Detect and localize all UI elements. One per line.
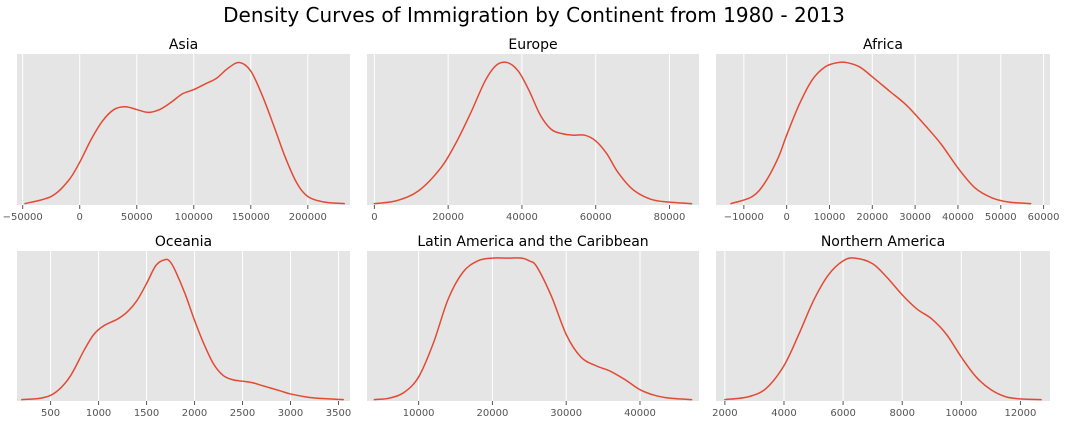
density-curve (24, 61, 346, 205)
x-tick-label: 0 (783, 212, 789, 223)
density-curve (373, 257, 693, 401)
x-tick-label: 80000 (654, 212, 686, 223)
subplot-title: Northern America (821, 234, 945, 250)
x-tick-label: 60000 (1028, 212, 1060, 223)
x-tick-label: 100000 (175, 212, 213, 223)
subplot-title: Asia (169, 37, 198, 53)
plot-area (17, 251, 350, 401)
subplot-title: Oceania (155, 234, 212, 250)
x-tick-label: 12000 (1005, 408, 1037, 419)
x-tick-label: 2000 (182, 408, 207, 419)
x-tick-label: 30000 (550, 408, 582, 419)
subplot-latin-america-and-the-caribbean: 10000 20000 30000 40000 Latin America and th… (367, 234, 699, 419)
x-tick-label: 30000 (899, 212, 931, 223)
subplot-asia: −50000 0 50000 100000 150000 200000 Asia (3, 37, 350, 223)
plot-area (367, 251, 699, 401)
subplot-oceania: 500 1000 1500 2000 2500 3000 3500 Oceania (17, 234, 351, 419)
x-tick-label: 200000 (289, 212, 327, 223)
subplot-africa: −10000 0 10000 20000 30000 40000 50000 60000 Afr… (716, 37, 1059, 223)
x-tick-label: 8000 (889, 408, 914, 419)
plot-area (716, 54, 1050, 205)
x-tick-label: 500 (41, 408, 60, 419)
x-tick-label: 40000 (942, 212, 974, 223)
plot-area (716, 251, 1050, 401)
x-tick-label: 6000 (830, 408, 855, 419)
subplot-europe: 0 20000 40000 60000 80000 Europe (367, 37, 699, 223)
x-tick-label: 2500 (230, 408, 255, 419)
x-tick-label: 2000 (712, 408, 737, 419)
plot-area (367, 54, 699, 205)
x-tick-label: 50000 (121, 212, 153, 223)
x-tick-label: −50000 (3, 212, 43, 223)
x-tick-label: 20000 (432, 212, 464, 223)
x-tick-label: 0 (77, 212, 83, 223)
x-tick-label: 4000 (771, 408, 796, 419)
x-tick-label: 10000 (814, 212, 846, 223)
x-tick-label: 1000 (86, 408, 111, 419)
figure-title: Density Curves of Immigration by Contine… (223, 3, 845, 27)
subplot-title: Africa (863, 37, 903, 53)
x-tick-label: 3500 (326, 408, 351, 419)
x-tick-label: 60000 (580, 212, 612, 223)
x-tick-label: 50000 (985, 212, 1017, 223)
subplot-northern-america: 2000 4000 6000 8000 10000 12000 Northern Ameri… (712, 234, 1050, 419)
x-tick-label: 10000 (403, 408, 435, 419)
density-curve (724, 257, 1042, 401)
x-tick-label: 20000 (856, 212, 888, 223)
x-tick-label: 150000 (232, 212, 270, 223)
x-tick-label: 3000 (278, 408, 303, 419)
subplot-title: Latin America and the Caribbean (417, 234, 648, 250)
subplot-title: Europe (508, 37, 557, 53)
x-tick-label: −10000 (724, 212, 764, 223)
density-curve (21, 258, 345, 401)
x-tick-label: 40000 (624, 408, 656, 419)
x-tick-label: 40000 (506, 212, 538, 223)
x-tick-label: 0 (371, 212, 377, 223)
x-tick-label: 10000 (945, 408, 977, 419)
x-tick-label: 20000 (477, 408, 509, 419)
density-curve (730, 61, 1032, 205)
density-curve (373, 61, 693, 205)
x-tick-label: 1500 (134, 408, 159, 419)
